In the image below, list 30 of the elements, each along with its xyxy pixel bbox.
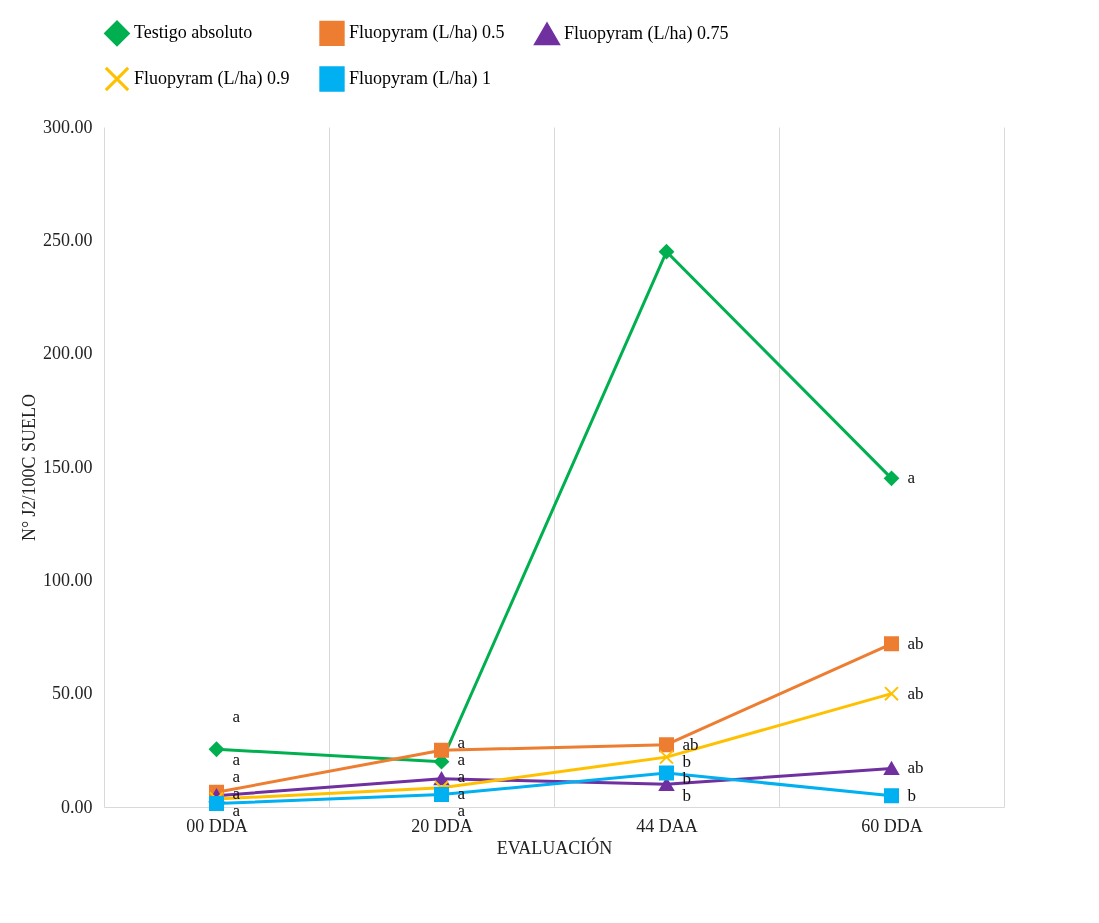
annotation: b [682, 785, 691, 805]
y-tick-label: 300.00 [43, 116, 93, 137]
annotation: a [457, 733, 466, 752]
y-tick-label: 200.00 [43, 343, 93, 364]
legend-label: Fluopyram (L/ha) 0.5 [349, 22, 505, 44]
legend-label: Fluopyram (L/ha) 0.9 [134, 68, 290, 89]
annotation: ab [907, 683, 924, 703]
annotation: b [907, 785, 916, 805]
annotation: a [457, 750, 466, 769]
legend-label: Fluopyram (L/ha) 1 [349, 68, 491, 89]
x-tick-label: 44 DAA [636, 815, 698, 836]
annotation: a [232, 767, 241, 786]
annotation: a [232, 750, 241, 769]
annotation: b [682, 751, 691, 771]
annotation: a [232, 784, 241, 803]
annotation: ab [682, 734, 699, 754]
y-tick-label: 150.00 [43, 456, 93, 477]
legend-label: Testigo absoluto [134, 22, 253, 43]
x-axis-title: EVALUACIÓN [496, 836, 613, 858]
annotation: a [232, 706, 241, 726]
annotation: ab [907, 758, 924, 778]
x-tick-label: 60 DDA [861, 815, 923, 836]
annotation: ab [907, 633, 924, 653]
annotation: a [907, 468, 916, 488]
y-tick-label: 50.00 [52, 683, 93, 704]
legend-label: Fluopyram (L/ha) 0.75 [564, 23, 729, 45]
y-tick-label: 0.00 [61, 796, 93, 817]
y-axis-title: N° J2/100C SUELO [19, 393, 39, 542]
y-tick-label: 100.00 [43, 569, 93, 590]
y-tick-label: 250.00 [43, 229, 93, 250]
